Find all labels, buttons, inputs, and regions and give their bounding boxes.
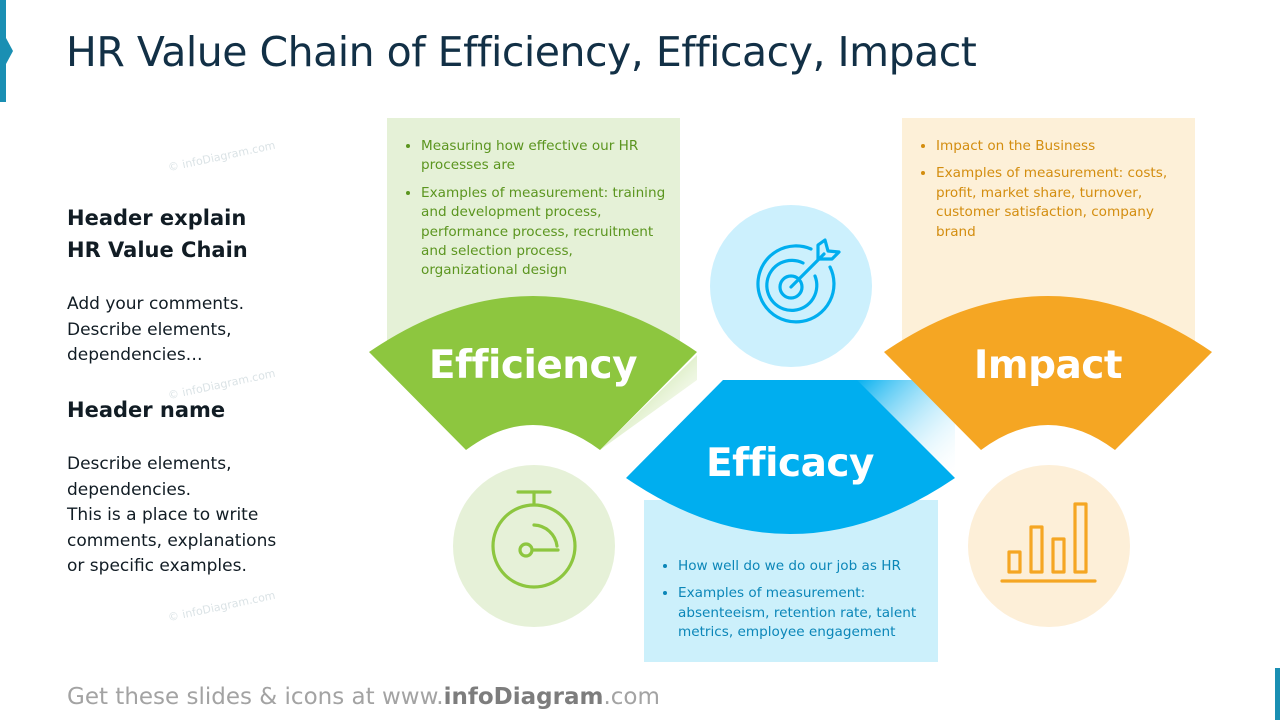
- right-accent-bar: [1275, 668, 1280, 720]
- efficiency-fold: [600, 355, 697, 450]
- target-icon: [756, 238, 841, 324]
- efficiency-icon-circle: [453, 465, 615, 627]
- sidebar-text-line: Describe elements,: [67, 319, 232, 340]
- footer-promo: Get these slides & icons at www.infoDiag…: [67, 684, 660, 710]
- impact-icon-circle: [968, 465, 1130, 627]
- footer-brand: infoDiagram: [443, 684, 604, 710]
- stopwatch-icon: [491, 490, 577, 589]
- efficacy-bullet: How well do we do our job as HR: [678, 557, 924, 576]
- efficacy-arc: [626, 380, 955, 534]
- efficacy-label: Efficacy: [706, 441, 874, 486]
- sidebar-text-line: comments, explanations: [67, 530, 277, 551]
- left-accent-bar: [0, 0, 13, 102]
- sidebar-text-line: dependencies.: [67, 479, 192, 500]
- efficiency-label: Efficiency: [428, 343, 638, 388]
- efficiency-arc: [369, 296, 697, 450]
- sidebar-text-line: Describe elements,: [67, 454, 232, 474]
- bar-chart-icon: [1000, 502, 1097, 583]
- impact-arc: [884, 296, 1212, 450]
- impact-bullet: Examples of measurement: costs, profit, …: [936, 164, 1181, 242]
- footer-suffix: .com: [603, 684, 660, 710]
- sidebar-text-line: or specific examples.: [67, 556, 247, 576]
- impact-bullet: Impact on the Business: [936, 137, 1181, 156]
- sidebar-text-line: dependencies…: [67, 345, 203, 365]
- sidebar-text-2: Describe elements, dependencies. This is…: [67, 452, 276, 580]
- efficacy-bullet: Examples of measurement: absenteeism, re…: [678, 584, 924, 642]
- sidebar-header-1: Header explain HR Value Chain: [67, 202, 248, 266]
- sidebar-header-2: Header name: [67, 398, 226, 422]
- efficiency-bullet: Measuring how effective our HR processes…: [421, 137, 666, 176]
- footer-prefix: Get these slides & icons at www.: [67, 684, 444, 710]
- impact-label: Impact: [973, 343, 1123, 388]
- efficiency-bullet: Examples of measurement: training and de…: [421, 184, 666, 281]
- sidebar-text-line: Add your comments.: [67, 294, 244, 314]
- sidebar-text-line: This is a place to write: [67, 505, 259, 525]
- sidebar-header-1-line: HR Value Chain: [67, 238, 248, 262]
- sidebar-header-1-line: Header explain: [67, 206, 247, 230]
- page-title: HR Value Chain of Efficiency, Efficacy, …: [66, 28, 977, 76]
- sidebar-text-1: Add your comments. Describe elements, de…: [67, 292, 244, 369]
- efficacy-icon-circle: [710, 205, 872, 367]
